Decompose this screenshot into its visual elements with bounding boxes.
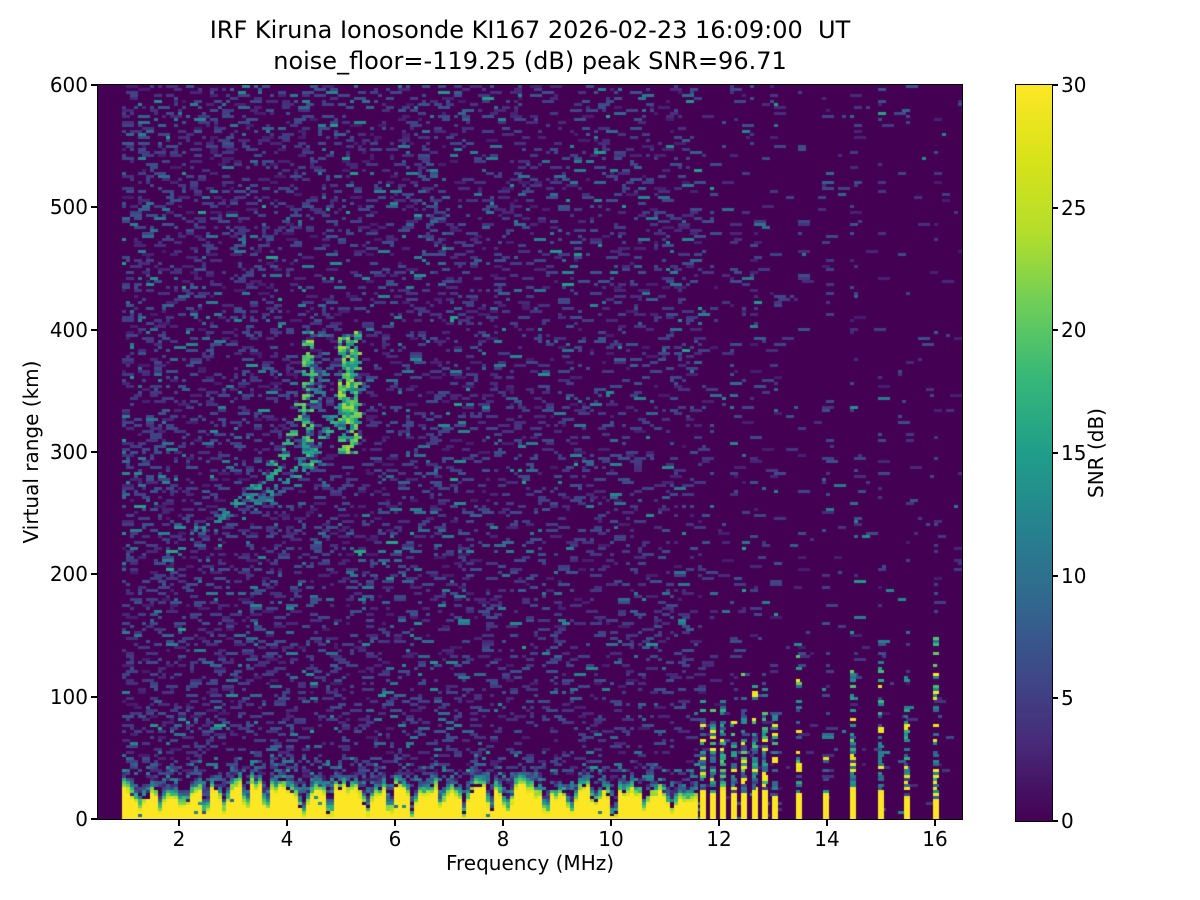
chart-title: IRF Kiruna Ionosonde KI167 2026-02-23 16… [209, 16, 851, 44]
ionogram-heatmap [98, 85, 962, 819]
y-tick-mark [91, 206, 97, 209]
x-tick-mark [934, 820, 936, 826]
y-tick-mark [91, 818, 97, 820]
x-tick-label: 12 [706, 827, 732, 851]
colorbar-tick-label: 25 [1061, 195, 1087, 220]
colorbar-tick-mark [1053, 697, 1058, 700]
y-tick-label: 200 [49, 562, 88, 587]
x-tick-label: 8 [496, 827, 510, 851]
x-tick-mark [502, 820, 504, 826]
colorbar-tick-mark [1053, 84, 1058, 86]
x-tick-mark [394, 820, 396, 826]
y-tick-mark [91, 451, 97, 453]
x-axis-label: Frequency (MHz) [445, 851, 615, 875]
y-tick-label: 100 [49, 684, 88, 709]
x-tick-mark [286, 820, 288, 826]
colorbar-frame [1015, 84, 1053, 822]
colorbar-tick-label: 30 [1061, 73, 1087, 97]
x-tick-mark [178, 820, 180, 826]
colorbar-tick-label: 5 [1061, 686, 1074, 711]
y-tick-mark [91, 84, 97, 86]
y-tick-label: 300 [49, 440, 88, 464]
colorbar-tick-label: 15 [1061, 441, 1087, 465]
y-tick-mark [91, 573, 97, 576]
x-tick-mark [826, 820, 828, 826]
colorbar-tick-mark [1053, 329, 1058, 332]
y-tick-label: 0 [75, 807, 88, 831]
y-tick-label: 500 [49, 195, 88, 220]
colorbar-tick-mark [1053, 820, 1058, 822]
y-tick-mark [91, 328, 97, 331]
y-tick-mark [91, 695, 97, 698]
y-tick-label: 400 [49, 317, 88, 342]
colorbar-tick-mark [1053, 206, 1058, 209]
x-tick-label: 16 [922, 827, 948, 851]
x-tick-label: 4 [280, 827, 294, 851]
colorbar-label: SNR (dB) [1084, 408, 1108, 498]
colorbar-tick-mark [1053, 574, 1058, 577]
x-tick-mark [610, 820, 612, 826]
x-tick-label: 14 [814, 827, 840, 851]
colorbar-gradient [1016, 85, 1052, 821]
colorbar-tick-mark [1053, 452, 1058, 454]
colorbar-tick-label: 0 [1061, 809, 1074, 833]
x-tick-label: 2 [172, 827, 186, 851]
chart-subtitle: noise_floor=-119.25 (dB) peak SNR=96.71 [273, 47, 787, 75]
x-tick-label: 10 [598, 827, 624, 851]
plot-area-frame [97, 84, 963, 820]
colorbar-tick-label: 20 [1061, 318, 1087, 343]
y-tick-label: 600 [49, 73, 88, 97]
x-tick-mark [718, 820, 720, 826]
x-tick-label: 6 [388, 827, 402, 851]
colorbar-tick-label: 10 [1061, 563, 1087, 588]
